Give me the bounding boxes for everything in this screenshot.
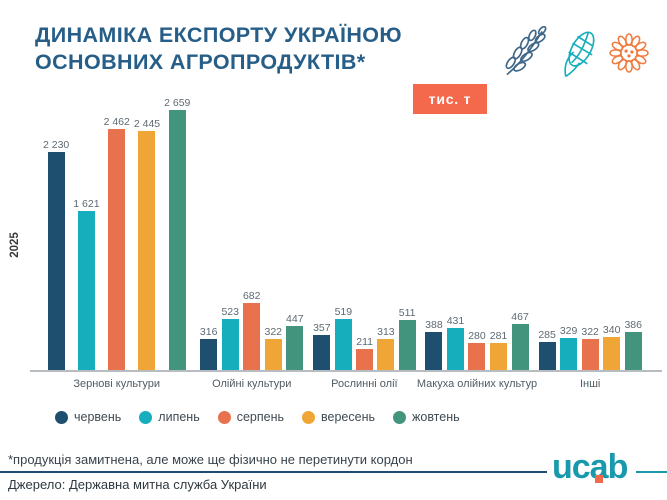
bar xyxy=(511,324,529,370)
bar-value-label: 467 xyxy=(511,310,529,323)
bar xyxy=(77,211,95,370)
footer-divider-left xyxy=(0,471,547,473)
page-title: ДИНАМІКА ЕКСПОРТУ УКРАЇНОЮ ОСНОВНИХ АГРО… xyxy=(35,22,402,76)
bar xyxy=(264,339,282,370)
legend-item: червень xyxy=(55,410,121,424)
bar-value-label: 511 xyxy=(398,306,416,319)
bar xyxy=(581,339,599,370)
bar-value-label: 285 xyxy=(538,328,556,341)
legend-swatch xyxy=(139,410,153,424)
ucab-logo: ucab xyxy=(552,446,628,488)
legend-item: серпень xyxy=(217,410,285,424)
bar-value-label: 313 xyxy=(377,325,395,338)
bar xyxy=(313,335,331,370)
bar-value-label: 322 xyxy=(264,325,283,338)
category-label: Рослинні олії xyxy=(331,378,398,390)
bar xyxy=(538,342,556,370)
bar-value-label: 1 621 xyxy=(73,197,100,210)
title-line-2: ОСНОВНИХ АГРОПРОДУКТІВ* xyxy=(35,50,366,75)
year-axis-label: 2025 xyxy=(9,232,21,258)
bar xyxy=(446,328,464,370)
bar xyxy=(334,319,352,370)
crop-icons xyxy=(502,26,652,80)
legend-item: жовтень xyxy=(393,410,460,424)
sunflower-icon xyxy=(606,27,652,79)
category-label: Олійні культури xyxy=(212,378,292,390)
bar-value-label: 2 230 xyxy=(43,138,70,151)
bar-value-label: 447 xyxy=(286,312,304,325)
chart-plot: 2 230 1 621 2 462 2 445 2 659 Зернові культур… xyxy=(30,96,662,390)
bar-value-label: 523 xyxy=(221,305,239,318)
chart-group: 357 519 211 313 511 Рослинні олії xyxy=(313,305,416,390)
bar-value-label: 388 xyxy=(425,318,443,331)
bar xyxy=(398,320,416,370)
bar-value-label: 211 xyxy=(356,335,373,348)
title-line-1: ДИНАМІКА ЕКСПОРТУ УКРАЇНОЮ xyxy=(35,23,402,47)
bar-value-label: 329 xyxy=(559,324,578,337)
legend: червень липень серпень вересень жовтень xyxy=(55,410,460,424)
bar-value-label: 316 xyxy=(199,325,218,338)
bar xyxy=(468,343,486,370)
chart-group: 285 329 322 340 386 Інші xyxy=(538,318,642,390)
legend-label: червень xyxy=(74,410,122,424)
legend-label: вересень xyxy=(321,410,375,424)
bar xyxy=(377,339,395,370)
bar-value-label: 519 xyxy=(334,305,353,318)
chart-group: 316 523 682 322 447 Олійні культури xyxy=(199,289,304,390)
corn-icon xyxy=(555,26,600,80)
legend-item: липень xyxy=(139,410,200,424)
unit-badge: тис. т xyxy=(413,84,487,114)
bar-value-label: 386 xyxy=(624,318,642,331)
bar-value-label: 357 xyxy=(313,321,331,334)
bar xyxy=(560,338,578,370)
bar xyxy=(603,337,621,370)
category-label: Макуха олійних культур xyxy=(416,378,538,390)
legend-item: вересень xyxy=(302,410,375,424)
bar-value-label: 431 xyxy=(446,314,465,327)
category-label: Зернові культури xyxy=(73,378,161,390)
bar xyxy=(425,332,443,370)
footer-divider-right xyxy=(636,471,667,473)
legend-label: липень xyxy=(158,410,200,424)
bar xyxy=(168,110,186,370)
bar xyxy=(243,303,261,370)
bar-value-label: 322 xyxy=(581,325,599,338)
bar xyxy=(108,129,126,370)
footnote: *продукція замитнена, але може ще фізичн… xyxy=(8,452,413,467)
bar-value-label: 682 xyxy=(242,289,261,302)
legend-swatch xyxy=(393,410,406,424)
bar xyxy=(138,131,156,370)
chart-group: 388 431 280 281 467 Макуха олійних культур xyxy=(417,310,537,390)
bar xyxy=(200,339,218,370)
ucab-logo-text: ucab xyxy=(552,448,628,486)
bar-value-label: 2 659 xyxy=(164,96,191,109)
chart-group: 2 230 1 621 2 462 2 445 2 659 Зернові культур… xyxy=(43,96,191,390)
source-text: Джерело: Державна митна служба України xyxy=(8,477,267,492)
category-label: Інші xyxy=(579,378,601,390)
legend-swatch xyxy=(55,410,68,424)
legend-label: серпень xyxy=(236,410,285,424)
legend-swatch xyxy=(217,410,231,424)
bar-value-label: 280 xyxy=(468,329,486,342)
bar xyxy=(490,343,508,370)
bar xyxy=(624,332,642,370)
wheat-icon xyxy=(502,26,549,80)
bar-value-label: 340 xyxy=(602,323,621,336)
bar-value-label: 281 xyxy=(489,329,508,342)
logo-accent-dot xyxy=(595,475,603,483)
bar-value-label: 2 445 xyxy=(133,117,161,130)
bar-value-label: 2 462 xyxy=(103,115,130,128)
bar xyxy=(356,349,374,370)
legend-swatch xyxy=(302,410,316,424)
bar xyxy=(47,152,65,370)
bar xyxy=(286,326,304,370)
bar xyxy=(221,319,239,370)
legend-label: жовтень xyxy=(412,410,460,424)
